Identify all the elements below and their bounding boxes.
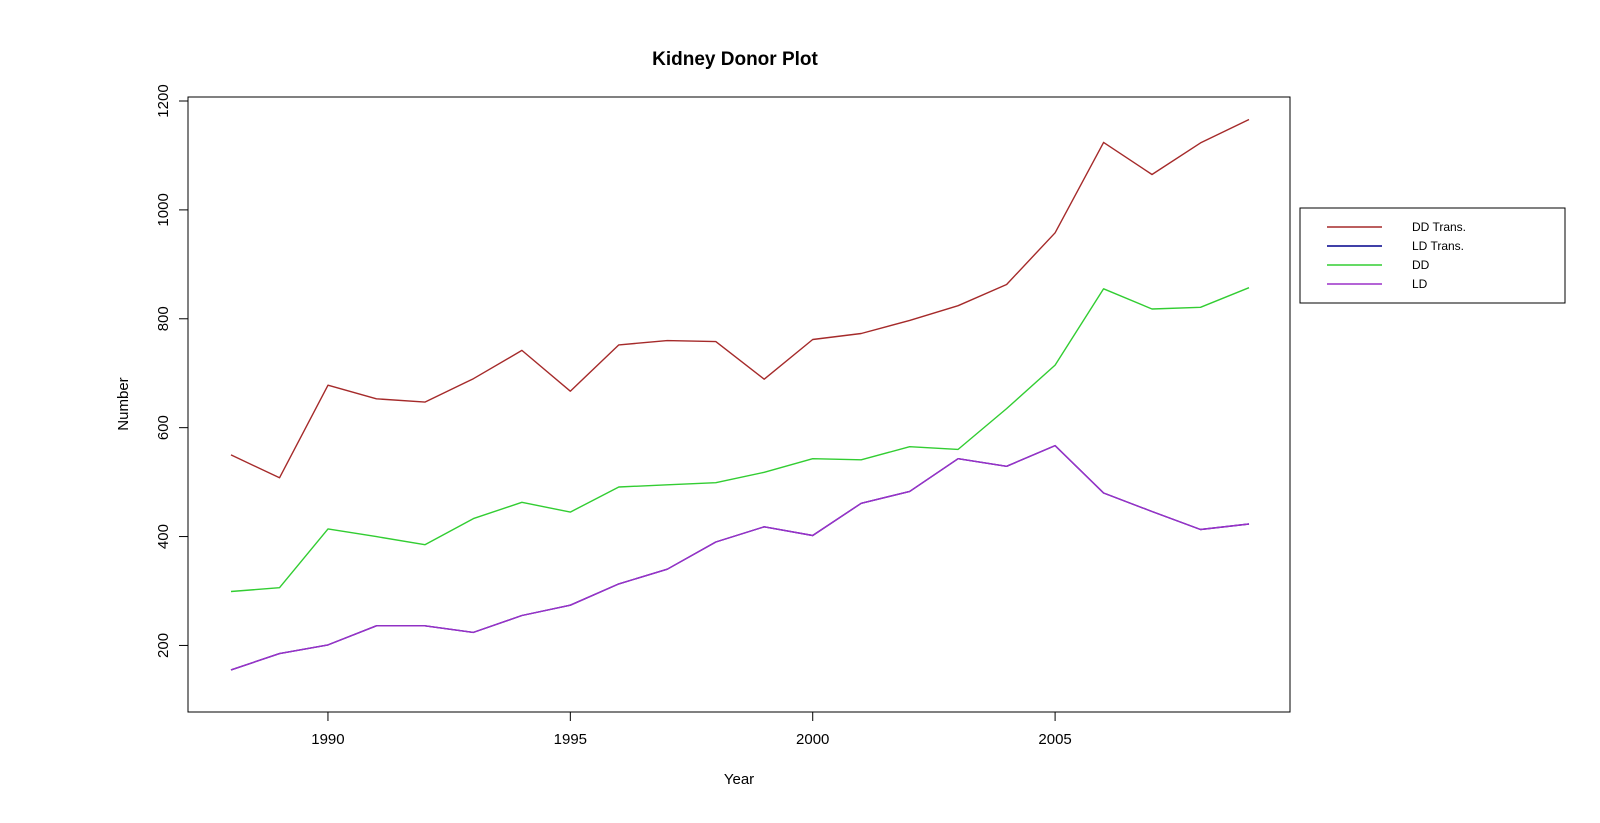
y-tick-label: 800 xyxy=(155,306,172,331)
chart-title: Kidney Donor Plot xyxy=(652,49,818,70)
legend-box xyxy=(1299,207,1566,304)
series-layer xyxy=(230,118,1250,671)
x-tick-label: 2005 xyxy=(1038,731,1071,748)
plot-frame xyxy=(187,96,1291,713)
legend-label-2: LD Trans. xyxy=(1412,239,1464,253)
series-line-2 xyxy=(230,444,1250,671)
y-tick-label: 200 xyxy=(155,633,172,658)
series-line-4 xyxy=(230,444,1250,671)
y-tick-label: 600 xyxy=(155,415,172,440)
series-line-1 xyxy=(230,118,1250,479)
series-line-3 xyxy=(230,287,1250,593)
y-tick-label: 1000 xyxy=(155,193,172,226)
x-tick-label: 2000 xyxy=(796,731,829,748)
legend: DD Trans. LD Trans. DD LD xyxy=(1299,207,1566,304)
legend-label-1: DD Trans. xyxy=(1412,220,1466,234)
y-axis-label: Number xyxy=(115,377,132,430)
y-tick-label: 400 xyxy=(155,524,172,549)
x-axis-label: Year xyxy=(724,771,754,788)
x-axis: 1990 1995 2000 2005 xyxy=(311,711,1072,748)
x-tick-label: 1990 xyxy=(311,731,344,748)
y-tick-label: 1200 xyxy=(155,84,172,117)
legend-label-4: LD xyxy=(1412,277,1428,291)
legend-label-3: DD xyxy=(1412,258,1430,272)
x-tick-label: 1995 xyxy=(554,731,587,748)
y-axis: 200 400 600 800 1000 1200 xyxy=(155,84,189,658)
